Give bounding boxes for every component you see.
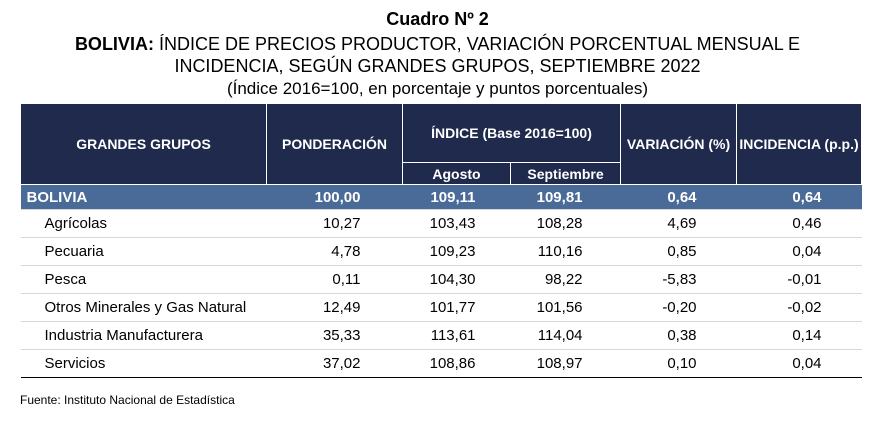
header-incidencia: INCIDENCIA (p.p.) <box>736 103 863 185</box>
cell-septiembre: 109,81 <box>510 184 621 210</box>
cell-septiembre: 101,56 <box>510 293 621 322</box>
table-row: Pesca 0,11 104,30 98,22 -5,83 -0,01 <box>20 265 862 294</box>
row-name: Industria Manufacturera <box>20 321 267 350</box>
header-indice: ÍNDICE (Base 2016=100) <box>401 103 622 163</box>
table-row: Agrícolas 10,27 103,43 108,28 4,69 0,46 <box>20 209 862 238</box>
header-ponderacion: PONDERACIÓN <box>266 103 403 185</box>
row-name: BOLIVIA <box>20 184 267 210</box>
cell-incidencia: 0,64 <box>736 184 862 210</box>
cell-agosto: 103,43 <box>402 209 511 238</box>
row-name: Otros Minerales y Gas Natural <box>20 293 267 322</box>
cell-ponderacion: 12,49 <box>266 293 403 322</box>
cell-variacion: 4,69 <box>620 209 737 238</box>
table-subtitle: (Índice 2016=100, en porcentaje y puntos… <box>226 79 649 98</box>
table-row: Otros Minerales y Gas Natural 12,49 101,… <box>20 293 862 322</box>
cell-septiembre: 114,04 <box>510 321 621 350</box>
header-agosto: Agosto <box>402 162 511 185</box>
table-row-total: BOLIVIA 100,00 109,11 109,81 0,64 0,64 <box>20 184 862 210</box>
cell-septiembre: 108,28 <box>510 209 621 238</box>
cell-incidencia: -0,02 <box>736 293 862 322</box>
table-title-line-2: INCIDENCIA, SEGÚN GRANDES GRUPOS, SEPTIE… <box>174 56 701 76</box>
cell-variacion: 0,38 <box>620 321 737 350</box>
cell-agosto: 109,11 <box>402 184 511 210</box>
cell-incidencia: 0,14 <box>736 321 862 350</box>
country-label: BOLIVIA: <box>74 34 154 54</box>
row-name: Servicios <box>20 349 267 378</box>
title-text: ÍNDICE DE PRECIOS PRODUCTOR, VARIACIÓN P… <box>153 34 801 54</box>
cell-agosto: 113,61 <box>402 321 511 350</box>
cell-septiembre: 98,22 <box>510 265 621 294</box>
cell-septiembre: 108,97 <box>510 349 621 378</box>
cell-ponderacion: 35,33 <box>266 321 403 350</box>
table-number: Cuadro Nº 2 <box>386 9 489 29</box>
cell-incidencia: 0,04 <box>736 237 862 266</box>
cell-agosto: 108,86 <box>402 349 511 378</box>
row-name: Pesca <box>20 265 267 294</box>
cell-ponderacion: 0,11 <box>266 265 403 294</box>
cell-incidencia: -0,01 <box>736 265 862 294</box>
cell-septiembre: 110,16 <box>510 237 621 266</box>
table-row: Servicios 37,02 108,86 108,97 0,10 0,04 <box>20 349 862 378</box>
cell-incidencia: 0,04 <box>736 349 862 378</box>
cell-variacion: -5,83 <box>620 265 737 294</box>
cell-ponderacion: 37,02 <box>266 349 403 378</box>
source-note: Fuente: Instituto Nacional de Estadístic… <box>20 393 235 407</box>
cell-ponderacion: 100,00 <box>266 184 403 210</box>
cell-ponderacion: 4,78 <box>266 237 403 266</box>
row-name: Agrícolas <box>20 209 267 238</box>
cell-agosto: 101,77 <box>402 293 511 322</box>
cell-ponderacion: 10,27 <box>266 209 403 238</box>
header-grupos: GRANDES GRUPOS <box>20 103 267 185</box>
table-row: Industria Manufacturera 35,33 113,61 114… <box>20 321 862 350</box>
cell-variacion: 0,64 <box>620 184 737 210</box>
table-row: Pecuaria 4,78 109,23 110,16 0,85 0,04 <box>20 237 862 266</box>
price-index-table: GRANDES GRUPOS PONDERACIÓN ÍNDICE (Base … <box>20 103 863 378</box>
row-name: Pecuaria <box>20 237 267 266</box>
cell-variacion: -0,20 <box>620 293 737 322</box>
cell-incidencia: 0,46 <box>736 209 862 238</box>
cell-agosto: 109,23 <box>402 237 511 266</box>
header-variacion: VARIACIÓN (%) <box>620 103 738 185</box>
header-septiembre: Septiembre <box>509 162 622 185</box>
cell-variacion: 0,10 <box>620 349 737 378</box>
cell-agosto: 104,30 <box>402 265 511 294</box>
cell-variacion: 0,85 <box>620 237 737 266</box>
table-title-line-1: BOLIVIA: ÍNDICE DE PRECIOS PRODUCTOR, VA… <box>0 33 875 55</box>
